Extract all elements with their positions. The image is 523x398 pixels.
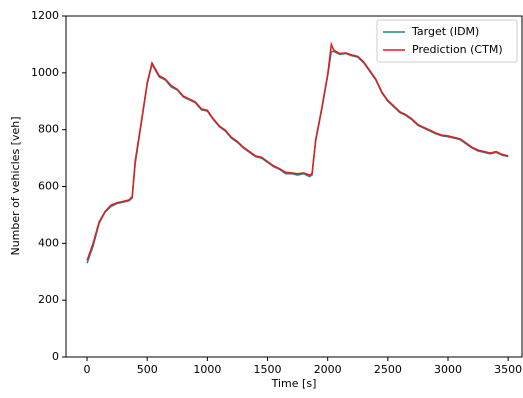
y-tick-label: 0 [52,350,59,363]
y-tick-label: 800 [38,123,59,136]
x-tick-label: 0 [84,363,91,376]
x-tick-label: 1000 [193,363,221,376]
y-tick-label: 200 [38,293,59,306]
y-tick-label: 1000 [31,66,59,79]
series-line [86,50,509,264]
y-tick-label: 400 [38,236,59,249]
x-tick-label: 2000 [314,363,342,376]
series-line [86,41,509,261]
x-tick-label: 3500 [494,363,522,376]
x-tick-label: 3000 [434,363,462,376]
y-tick-label: 1200 [31,9,59,22]
legend-label: Prediction (CTM) [412,43,503,56]
x-tick-label: 2500 [374,363,402,376]
plot-frame [65,15,523,358]
legend-label: Target (IDM) [411,25,479,38]
legend-box [376,19,518,63]
x-tick-label: 500 [137,363,158,376]
y-tick-label: 600 [38,180,59,193]
y-axis-label: Number of vehicles [veh] [9,116,22,255]
x-tick-label: 1500 [254,363,282,376]
x-axis-label: Time [s] [271,377,317,390]
